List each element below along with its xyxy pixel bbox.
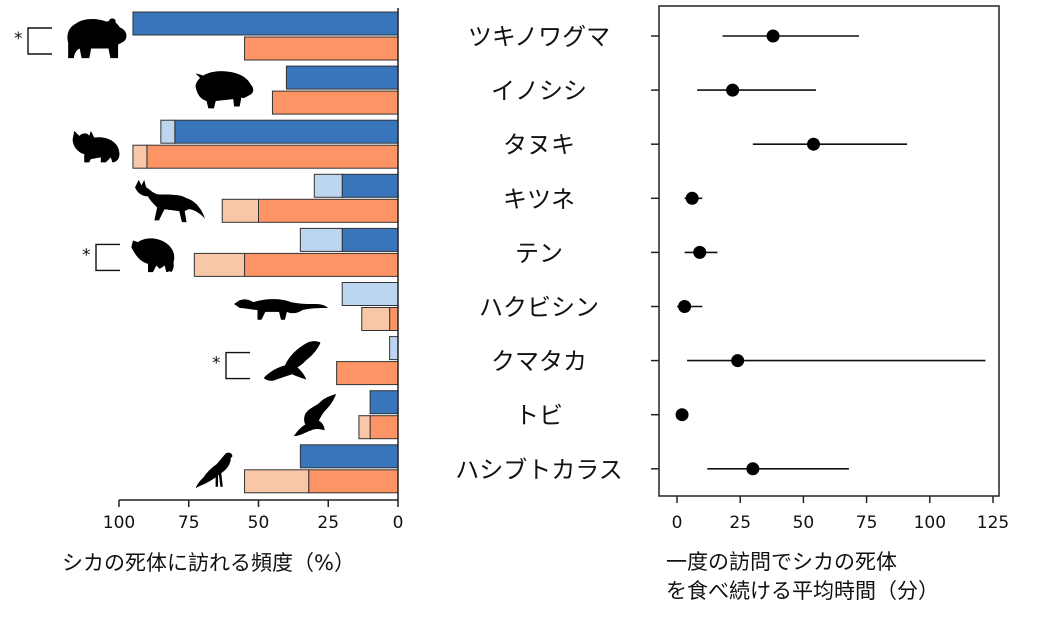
bar-orange-2 [271, 90, 399, 115]
bar-orange-3 [146, 144, 399, 169]
bar-blue-8 [369, 390, 399, 415]
bar-orange-1 [244, 36, 399, 61]
species-label-7: クマタカ [491, 348, 587, 376]
left-tick-label-3: 25 [317, 513, 339, 533]
species-label-3: タヌキ [503, 131, 575, 159]
significance-bracket-2 [95, 243, 120, 272]
left-x-axis-label: シカの死体に訪れる頻度（%） [62, 551, 355, 575]
species-label-5: テン [515, 239, 563, 267]
black-bear-icon [67, 18, 127, 59]
right-tick-label-4: 100 [914, 513, 946, 533]
bar-light_blue-3 [160, 119, 176, 144]
bar-blue-5 [341, 227, 399, 252]
right-x-axis-label-line-2: を食べ続ける平均時間（分） [666, 579, 939, 603]
left-tick-label-4: 0 [393, 513, 404, 533]
frequency-bar-panel: 100 75 50 25 0 * * * [14, 8, 403, 533]
bar-orange-4 [258, 198, 399, 223]
bar-blue-1 [132, 11, 399, 36]
bar-light_orange-6 [361, 307, 391, 331]
left-tick-label-0: 100 [103, 513, 135, 533]
bar-blue-3 [174, 119, 399, 144]
right-tick-label-5: 125 [977, 513, 1009, 533]
significance-bracket-1 [27, 27, 52, 55]
right-tick-label-0: 0 [672, 513, 683, 533]
species-label-4: キツネ [503, 185, 575, 213]
left-tick-label-2: 50 [248, 513, 270, 533]
wild-boar-icon [195, 71, 254, 109]
bar-light_blue-6 [341, 282, 399, 306]
species-label-1: ツキノワグマ [468, 23, 610, 51]
bar-light_orange-4 [221, 198, 259, 223]
bar-orange-9 [308, 469, 399, 494]
significance-bracket-3 [225, 351, 250, 380]
raccoon-dog-icon [72, 130, 120, 163]
hawk-eagle-icon [263, 341, 321, 381]
bar-light_orange-8 [358, 415, 371, 440]
mean-point-6 [678, 300, 692, 313]
crow-icon [195, 452, 233, 489]
left-x-axis-ticks: 100 75 50 25 0 [103, 500, 404, 533]
masked-palm-civet-icon [233, 299, 329, 320]
bar-light_blue-4 [313, 173, 343, 198]
mean-point-5 [693, 245, 707, 259]
mean-point-2 [726, 83, 740, 97]
bar-light_orange-9 [244, 469, 310, 494]
significance-star-1: * [14, 29, 23, 49]
bar-light_blue-5 [299, 227, 343, 252]
mean-point-3 [807, 137, 821, 151]
bar-light_orange-3 [132, 144, 148, 169]
fox-icon [135, 179, 205, 223]
species-label-8: トビ [515, 402, 563, 430]
visit-duration-panel: 0 25 50 75 100 125 [651, 5, 1009, 533]
kite-icon [293, 393, 337, 437]
right-x-axis-label: 一度の訪問でシカの死体 を食べ続ける平均時間（分） [666, 548, 939, 606]
bar-orange-8 [369, 415, 399, 440]
mean-point-8 [675, 408, 689, 422]
bar-orange-5 [244, 252, 399, 277]
right-tick-label-2: 50 [793, 513, 815, 533]
bar-blue-2 [285, 65, 399, 90]
right-x-axis-label-line-1: 一度の訪問でシカの死体 [666, 550, 897, 574]
significance-markers: * * * [14, 27, 250, 380]
right-plot-frame [658, 5, 1000, 497]
bar-orange-6 [389, 307, 399, 331]
bar-light_orange-5 [193, 252, 246, 277]
bar-blue-4 [341, 173, 399, 198]
mean-point-1 [766, 29, 780, 43]
marten-icon [131, 238, 175, 273]
right-tick-label-1: 25 [729, 513, 751, 533]
significance-star-2: * [82, 245, 91, 265]
species-label-6: ハクビシン [479, 294, 599, 322]
left-tick-label-1: 75 [178, 513, 200, 533]
mean-point-9 [746, 462, 760, 476]
bar-orange-7 [336, 361, 399, 386]
species-label-2: イノシシ [491, 77, 587, 105]
bar-light_blue-7 [389, 336, 399, 361]
frequency-bars [132, 11, 399, 494]
species-label-9: ハシブトカラス [455, 456, 623, 484]
bar-blue-9 [299, 444, 399, 469]
duration-points [675, 29, 986, 476]
mean-point-7 [731, 354, 745, 368]
right-tick-label-3: 75 [856, 513, 878, 533]
significance-star-3: * [212, 354, 221, 374]
mean-point-4 [685, 191, 699, 205]
right-x-axis-ticks: 0 25 50 75 100 125 [651, 35, 1009, 533]
